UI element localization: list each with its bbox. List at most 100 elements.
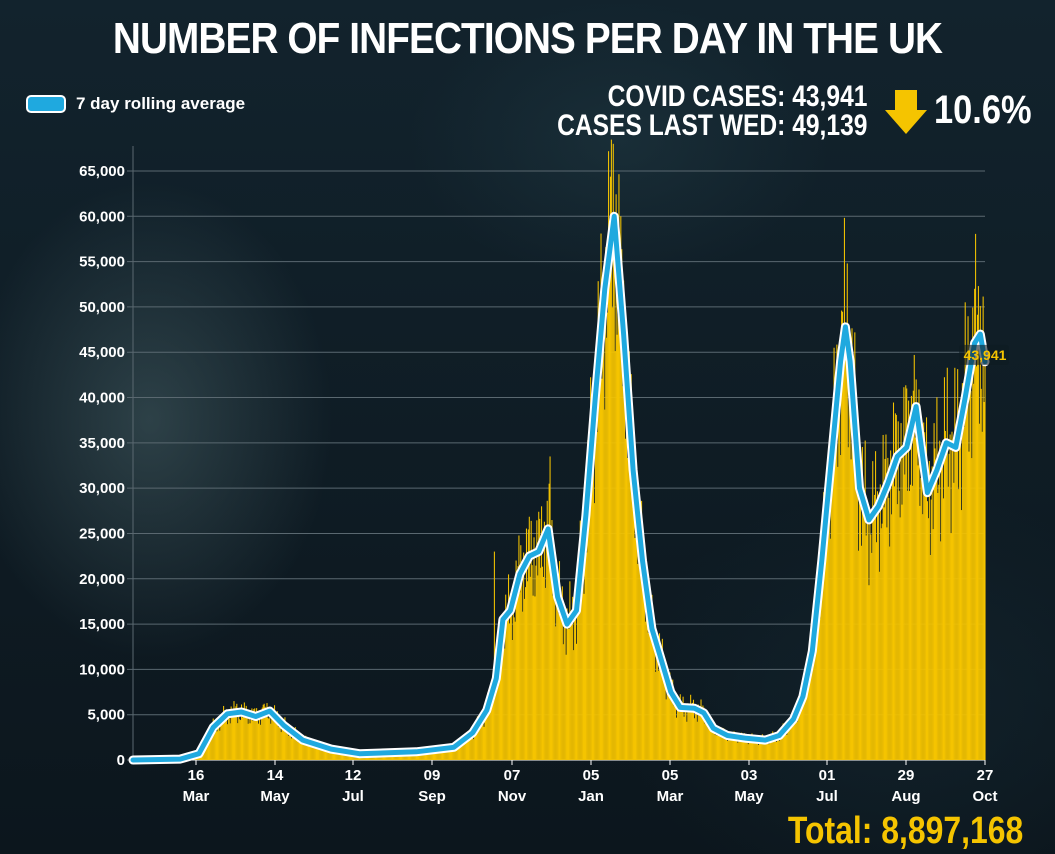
daily-case-bar (699, 711, 701, 760)
daily-case-bar (734, 738, 736, 760)
daily-case-bar (216, 731, 218, 760)
daily-case-bar (223, 705, 225, 760)
daily-case-bar (724, 734, 726, 760)
daily-case-bar (803, 678, 805, 760)
daily-case-bar (967, 316, 969, 760)
daily-case-bar (514, 621, 516, 760)
daily-case-bar (431, 751, 433, 760)
daily-case-bar (321, 747, 323, 760)
daily-case-bar (725, 738, 727, 760)
daily-case-bar (673, 705, 675, 760)
daily-case-bar (439, 748, 441, 760)
daily-case-bar (684, 706, 686, 760)
daily-case-bar (624, 401, 626, 760)
daily-case-bar (646, 584, 648, 760)
daily-case-bar (469, 729, 471, 760)
daily-case-bar (920, 477, 922, 760)
daily-case-bar (341, 752, 344, 760)
daily-case-bar (326, 749, 328, 760)
daily-case-bar (543, 521, 545, 760)
daily-case-bar (260, 716, 262, 760)
daily-case-bar (504, 648, 506, 760)
cases-last-wed-stat: CASES LAST WED: 49,139 (556, 109, 867, 142)
daily-case-bar (424, 750, 427, 760)
daily-case-bar (248, 710, 250, 760)
daily-case-bar (207, 738, 209, 760)
daily-case-bar (720, 728, 722, 760)
daily-case-bar (697, 704, 699, 760)
daily-case-bar (917, 465, 919, 760)
legend-swatch-rolling-average (26, 95, 66, 113)
daily-case-bar (293, 734, 295, 760)
daily-case-bar (541, 566, 544, 760)
y-tick-label: 25,000 (79, 525, 125, 542)
daily-case-bar (295, 735, 297, 760)
daily-case-bar (309, 742, 311, 760)
daily-case-bar (236, 703, 238, 760)
daily-case-bar (463, 739, 465, 760)
daily-case-bar (715, 726, 717, 760)
daily-case-bar (265, 716, 267, 760)
daily-case-bar (286, 728, 288, 760)
daily-case-bar (277, 726, 279, 760)
daily-case-bar (878, 571, 880, 760)
daily-case-bar (961, 383, 963, 760)
daily-case-bar (498, 658, 500, 760)
daily-case-bar (957, 369, 959, 760)
daily-case-bar (464, 737, 466, 760)
daily-case-bar (533, 537, 535, 760)
daily-case-bar (462, 745, 464, 760)
daily-case-bar (936, 397, 938, 760)
daily-case-bar (755, 742, 757, 760)
daily-case-bar (273, 719, 275, 760)
daily-case-bar (777, 737, 779, 760)
daily-case-bar (253, 709, 255, 760)
daily-case-bar (212, 718, 214, 760)
daily-case-bar (762, 739, 764, 760)
daily-case-bar (833, 347, 835, 760)
daily-case-bar (528, 516, 530, 760)
daily-case-bar (444, 750, 446, 760)
daily-case-bar (827, 529, 829, 760)
daily-case-bar (228, 718, 230, 760)
daily-case-bar (926, 417, 928, 760)
daily-case-bar (845, 351, 847, 760)
daily-case-bar (471, 735, 473, 760)
daily-case-bar (557, 580, 559, 760)
daily-case-bar (940, 541, 942, 760)
daily-case-bar (478, 722, 480, 760)
daily-case-bar (820, 571, 822, 760)
daily-case-bar (626, 457, 628, 760)
daily-case-bar (598, 371, 600, 760)
daily-case-bar (809, 667, 811, 760)
daily-case-bar (753, 739, 755, 760)
daily-case-bar (894, 413, 896, 760)
daily-case-bar (930, 499, 932, 760)
daily-case-bar (770, 738, 772, 760)
daily-case-bar (579, 520, 581, 760)
daily-case-bar (746, 737, 748, 760)
daily-case-bar (814, 638, 816, 760)
daily-case-bar (553, 593, 555, 760)
daily-case-bar (808, 662, 810, 760)
daily-case-bar (595, 420, 597, 760)
y-tick-label: 35,000 (79, 435, 125, 452)
daily-case-bar (215, 718, 217, 760)
daily-case-bar (951, 431, 953, 760)
daily-case-bar (559, 599, 561, 760)
daily-case-bar (853, 420, 855, 760)
daily-case-bar (915, 379, 917, 760)
daily-case-bar (852, 382, 854, 760)
stats-block: COVID CASES: 43,941 CASES LAST WED: 49,1… (556, 82, 867, 142)
daily-case-bar (816, 621, 818, 760)
daily-case-bar (780, 734, 782, 760)
x-tick-label-month: Mar (657, 788, 684, 805)
daily-case-bar (871, 552, 873, 760)
daily-case-bar (317, 743, 319, 760)
daily-case-bar (716, 735, 718, 760)
daily-case-bar (784, 726, 786, 760)
daily-case-bar (708, 715, 710, 760)
daily-case-bar (922, 514, 924, 760)
daily-case-bar (829, 538, 831, 760)
daily-case-bar (642, 557, 644, 760)
